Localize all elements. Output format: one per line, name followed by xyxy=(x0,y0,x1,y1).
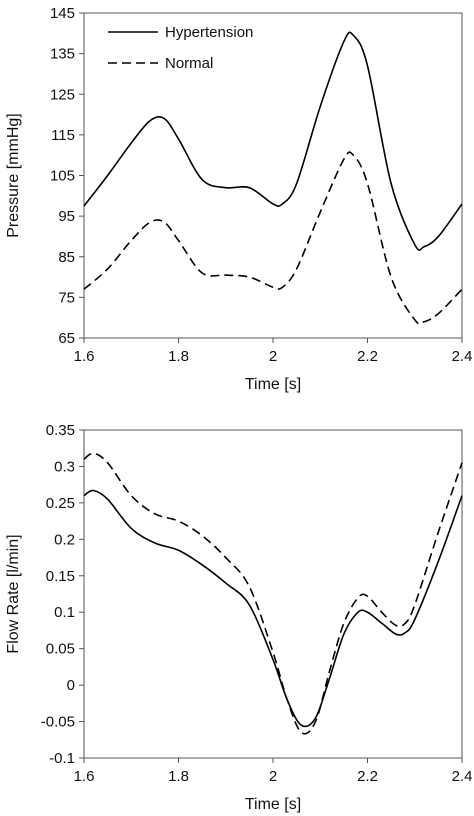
pressure-y-tick-label: 85 xyxy=(58,249,75,266)
flow-y-tick-label: 0.3 xyxy=(54,458,75,475)
pressure-y-tick-label: 95 xyxy=(58,208,75,225)
pressure-plot-frame xyxy=(83,12,463,339)
flow-y-tick-label: 0.15 xyxy=(46,568,75,585)
flow-x-tick-label: 2.4 xyxy=(452,768,473,785)
pressure-y-tick-label: 75 xyxy=(58,289,75,306)
flow-y-tick-label: 0.35 xyxy=(46,422,75,439)
pressure-x-tick-label: 2.4 xyxy=(452,348,473,365)
flow-y-tick-label: -0.05 xyxy=(41,714,75,731)
flow-x-tick-label: 2 xyxy=(269,768,277,785)
pressure-y-tick-label: 135 xyxy=(50,46,75,63)
flow-y-tick-label: -0.1 xyxy=(49,750,75,767)
pressure-y-tick-label: 125 xyxy=(50,86,75,103)
flow-x-tick-label: 1.6 xyxy=(74,768,95,785)
pressure-y-axis-label: Pressure [mmHg] xyxy=(5,113,22,237)
flow-y-axis-label: Flow Rate [l/min] xyxy=(5,534,22,653)
pressure-x-axis-label: Time [s] xyxy=(245,376,301,393)
pressure-y-tick-label: 115 xyxy=(51,127,75,144)
flow-x-tick-label: 1.8 xyxy=(168,768,189,785)
pressure-y-tick-label: 105 xyxy=(50,168,75,185)
flow-x-tick-label: 2.2 xyxy=(357,768,378,785)
pressure-y-tick-label: 65 xyxy=(58,330,75,347)
pressure-series-normal-line xyxy=(83,151,463,325)
pressure-chart: 65 75 85 95 105 115 125 135 145 1.6 1.8 2 2.2 2.4 Time… xyxy=(5,5,472,393)
pressure-x-tick-label: 1.8 xyxy=(168,348,189,365)
flow-y-tick-label: 0.1 xyxy=(54,604,75,621)
flow-plot-frame xyxy=(83,429,463,759)
flow-y-tick-label: 0.2 xyxy=(54,531,75,548)
legend-label-normal: Normal xyxy=(165,55,213,72)
pressure-x-tick-label: 1.6 xyxy=(74,348,95,365)
pressure-x-tick-label: 2 xyxy=(269,348,277,365)
flow-x-axis-label: Time [s] xyxy=(245,796,301,813)
flow-series-hypertension-line xyxy=(83,489,463,728)
flow-series-normal-line xyxy=(83,452,463,735)
flow-y-tick-label: 0.25 xyxy=(46,495,75,512)
flow-y-tick-label: 0 xyxy=(67,677,75,694)
legend-label-hypertension: Hypertension xyxy=(165,24,253,41)
flow-y-tick-label: 0.05 xyxy=(46,641,75,658)
pressure-x-tick-label: 2.2 xyxy=(357,348,378,365)
pressure-y-tick-label: 145 xyxy=(50,5,75,22)
flow-rate-chart: -0.1 -0.05 0 0.05 0.1 0.15 0.2 0.25 0.3 0.35 1.6 1.… xyxy=(5,422,472,813)
pressure-series-hypertension-line xyxy=(83,31,463,251)
